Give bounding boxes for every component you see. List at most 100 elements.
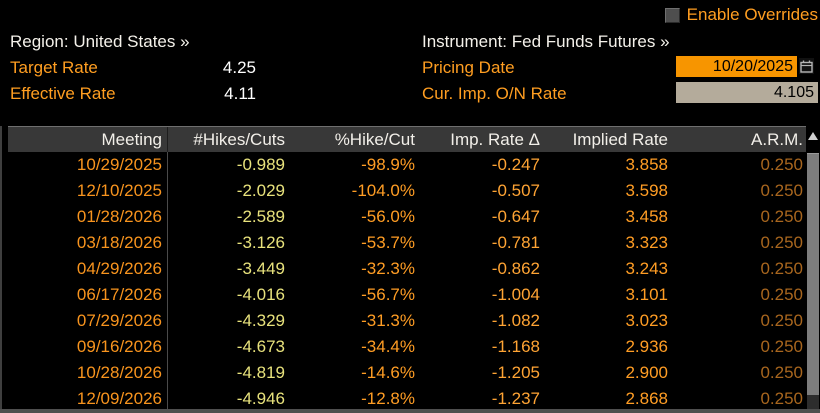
table-row[interactable]: 01/28/2026 -2.589 -56.0% -0.647 3.458 0.… (8, 204, 806, 230)
chevron-right-icon: » (660, 32, 670, 51)
effective-rate-label: Effective Rate (10, 84, 116, 103)
implied-rate-cell: 3.858 (625, 155, 668, 174)
instrument-selector[interactable]: Instrument: Fed Funds Futures » (422, 32, 670, 52)
arm-cell: 0.250 (760, 389, 803, 408)
arm-cell: 0.250 (760, 233, 803, 252)
effective-rate-value: 4.11 (224, 84, 256, 103)
table-row[interactable]: 10/28/2026 -4.819 -14.6% -1.205 2.900 0.… (8, 360, 806, 386)
table-row[interactable]: 07/29/2026 -4.329 -31.3% -1.082 3.023 0.… (8, 308, 806, 334)
implied-rate-cell: 2.900 (625, 363, 668, 382)
table-bottom-border (0, 409, 820, 413)
hikes-cuts-cell: -0.989 (236, 155, 285, 174)
hikes-cuts-cell: -3.126 (236, 233, 285, 252)
pct-hike-cut-cell: -14.6% (361, 363, 415, 382)
implied-rate-cell: 2.868 (625, 389, 668, 408)
region-label: Region: United States (10, 32, 176, 51)
imp-rate-delta-cell: -1.082 (491, 311, 540, 330)
arm-cell: 0.250 (760, 207, 803, 226)
enable-overrides-checkbox[interactable] (664, 7, 680, 23)
meeting-date-cell: 12/10/2025 (8, 178, 168, 204)
arm-cell: 0.250 (760, 337, 803, 356)
column-header-arm[interactable]: A.R.M. (751, 129, 803, 149)
hikes-cuts-cell: -4.946 (236, 389, 285, 408)
hikes-cuts-cell: -3.449 (236, 259, 285, 278)
hikes-cuts-cell: -2.589 (236, 207, 285, 226)
imp-rate-delta-cell: -1.004 (491, 285, 540, 304)
table-row[interactable]: 04/29/2026 -3.449 -32.3% -0.862 3.243 0.… (8, 256, 806, 282)
table-row[interactable]: 10/29/2025 -0.989 -98.9% -0.247 3.858 0.… (8, 152, 806, 178)
imp-rate-delta-cell: -0.247 (491, 155, 540, 174)
enable-overrides-control: Enable Overrides (664, 5, 818, 25)
table-row[interactable]: 12/09/2026 -4.946 -12.8% -1.237 2.868 0.… (8, 386, 806, 412)
meeting-date-cell: 04/29/2026 (8, 256, 168, 282)
pct-hike-cut-cell: -98.9% (361, 155, 415, 174)
table-row[interactable]: 06/17/2026 -4.016 -56.7% -1.004 3.101 0.… (8, 282, 806, 308)
vertical-scrollbar[interactable] (806, 126, 820, 413)
imp-rate-delta-cell: -0.647 (491, 207, 540, 226)
implied-rate-cell: 3.323 (625, 233, 668, 252)
arm-cell: 0.250 (760, 363, 803, 382)
table-body: 10/29/2025 -0.989 -98.9% -0.247 3.858 0.… (8, 152, 806, 412)
imp-rate-delta-cell: -0.781 (491, 233, 540, 252)
calendar-icon[interactable] (799, 58, 814, 74)
arm-cell: 0.250 (760, 285, 803, 304)
arm-cell: 0.250 (760, 155, 803, 174)
pct-hike-cut-cell: -34.4% (361, 337, 415, 356)
imp-rate-delta-cell: -1.237 (491, 389, 540, 408)
meeting-date-cell: 01/28/2026 (8, 204, 168, 230)
cur-imp-on-rate-label: Cur. Imp. O/N Rate (422, 84, 567, 103)
column-header-implied-rate[interactable]: Implied Rate (572, 129, 668, 149)
arm-cell: 0.250 (760, 181, 803, 200)
hikes-cuts-cell: -4.819 (236, 363, 285, 382)
pricing-date-label: Pricing Date (422, 58, 515, 77)
meeting-date-cell: 12/09/2026 (8, 386, 168, 412)
target-rate-value: 4.25 (222, 58, 256, 77)
cur-imp-on-rate-field[interactable]: 4.105 (676, 82, 818, 103)
meeting-date-cell: 10/29/2025 (8, 152, 168, 178)
meeting-date-cell: 10/28/2026 (8, 360, 168, 386)
table-header-row: Meeting #Hikes/Cuts %Hike/Cut Imp. Rate … (8, 126, 806, 153)
column-header-imp-rate-delta[interactable]: Imp. Rate Δ (450, 129, 540, 149)
column-header-meeting[interactable]: Meeting (8, 126, 168, 153)
sort-ascending-icon[interactable] (808, 132, 818, 140)
hikes-cuts-cell: -4.673 (236, 337, 285, 356)
pct-hike-cut-cell: -32.3% (361, 259, 415, 278)
chevron-right-icon: » (180, 32, 190, 51)
column-header-pct-hike-cut[interactable]: %Hike/Cut (334, 129, 415, 149)
pct-hike-cut-cell: -31.3% (361, 311, 415, 330)
imp-rate-delta-cell: -0.507 (491, 181, 540, 200)
meeting-date-cell: 06/17/2026 (8, 282, 168, 308)
imp-rate-delta-cell: -1.168 (491, 337, 540, 356)
table-row[interactable]: 03/18/2026 -3.126 -53.7% -0.781 3.323 0.… (8, 230, 806, 256)
scrollbar-thumb[interactable] (807, 153, 819, 396)
implied-rate-cell: 3.243 (625, 259, 668, 278)
column-header-hikes-cuts[interactable]: #Hikes/Cuts (193, 129, 285, 149)
pct-hike-cut-cell: -56.0% (361, 207, 415, 226)
implied-rate-cell: 3.458 (625, 207, 668, 226)
target-rate-label: Target Rate (10, 58, 98, 77)
table-row[interactable]: 12/10/2025 -2.029 -104.0% -0.507 3.598 0… (8, 178, 806, 204)
pricing-date-input[interactable]: 10/20/2025 (676, 56, 797, 77)
meeting-date-cell: 07/29/2026 (8, 308, 168, 334)
enable-overrides-label[interactable]: Enable Overrides (686, 5, 818, 24)
region-selector[interactable]: Region: United States » (10, 32, 190, 52)
meetings-table: Meeting #Hikes/Cuts %Hike/Cut Imp. Rate … (0, 126, 820, 413)
hikes-cuts-cell: -2.029 (236, 181, 285, 200)
hikes-cuts-cell: -4.016 (236, 285, 285, 304)
implied-rate-cell: 2.936 (625, 337, 668, 356)
instrument-label: Instrument: Fed Funds Futures (422, 32, 656, 51)
pct-hike-cut-cell: -12.8% (361, 389, 415, 408)
imp-rate-delta-cell: -1.205 (491, 363, 540, 382)
scrollbar-track[interactable] (807, 395, 819, 413)
meeting-date-cell: 09/16/2026 (8, 334, 168, 360)
imp-rate-delta-cell: -0.862 (491, 259, 540, 278)
hikes-cuts-cell: -4.329 (236, 311, 285, 330)
meeting-date-cell: 03/18/2026 (8, 230, 168, 256)
arm-cell: 0.250 (760, 259, 803, 278)
table-row[interactable]: 09/16/2026 -4.673 -34.4% -1.168 2.936 0.… (8, 334, 806, 360)
arm-cell: 0.250 (760, 311, 803, 330)
implied-rate-cell: 3.598 (625, 181, 668, 200)
implied-rate-cell: 3.101 (625, 285, 668, 304)
implied-rate-cell: 3.023 (625, 311, 668, 330)
